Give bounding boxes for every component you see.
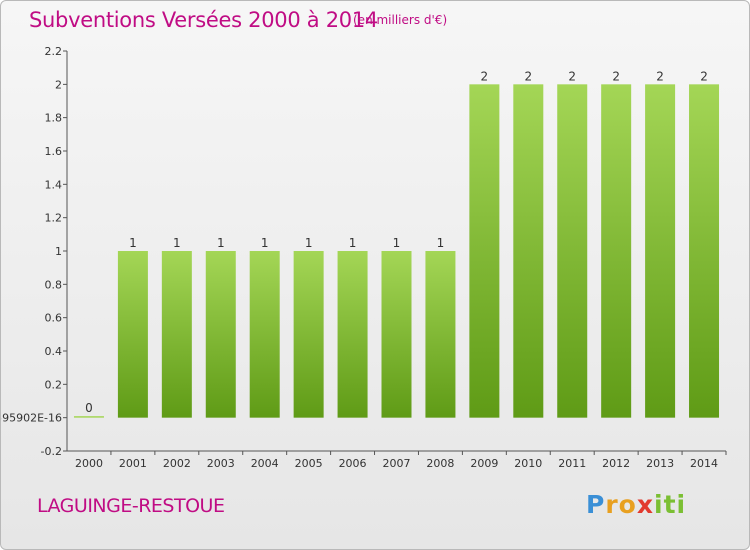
- value-label-2013: 2: [656, 69, 664, 83]
- y-tick-label: 0.4: [45, 345, 63, 358]
- x-tick-label: 2012: [602, 457, 630, 470]
- x-tick-label: 2013: [646, 457, 674, 470]
- bar-2003: [205, 251, 236, 418]
- commune-name: LAGUINGE-RESTOUE: [37, 495, 225, 517]
- value-label-2007: 1: [393, 236, 401, 250]
- x-tick-label: 2006: [339, 457, 367, 470]
- logo-letter: i: [654, 490, 664, 519]
- bar-2006: [337, 251, 368, 418]
- value-label-2001: 1: [129, 236, 137, 250]
- bar-2001: [117, 251, 148, 418]
- x-tick-label: 2008: [426, 457, 454, 470]
- x-tick-label: 2014: [690, 457, 718, 470]
- unit-label: (en milliers d'€): [353, 13, 448, 27]
- bar-2008: [425, 251, 456, 418]
- axes: -0.2 -1.5265566588595902E-16 0.2 0.4 0.6 0.8 1…: [1, 45, 727, 470]
- proxiti-logo: Proxiti: [586, 490, 686, 519]
- y-tick-label: 0.2: [45, 378, 63, 391]
- x-tick-label: 2007: [383, 457, 411, 470]
- chart-title: Subventions Versées 2000 à 2014: [29, 8, 378, 32]
- bar-2011: [557, 84, 588, 418]
- logo-letter: t: [663, 490, 677, 519]
- x-tick-label: 2004: [251, 457, 279, 470]
- x-tick-label: 2000: [75, 457, 103, 470]
- bar-2012: [601, 84, 632, 418]
- value-label-2010: 2: [524, 69, 532, 83]
- x-tick-label: 2005: [295, 457, 323, 470]
- y-tick-label: 0.8: [45, 278, 63, 291]
- logo-letter: r: [605, 490, 619, 519]
- value-label-2002: 1: [173, 236, 181, 250]
- y-tick-label: 1.6: [45, 145, 63, 158]
- value-label-2004: 1: [261, 236, 269, 250]
- logo-letter: i: [676, 490, 687, 519]
- bar-2010: [513, 84, 544, 418]
- value-label-2000: 0: [85, 401, 93, 415]
- y-tick-label: -1.5265566588595902E-16: [1, 412, 62, 425]
- x-tick-label: 2009: [470, 457, 498, 470]
- y-tick-label: 1.4: [45, 178, 63, 191]
- value-label-2012: 2: [612, 69, 620, 83]
- logo-letter: o: [618, 490, 637, 519]
- bar-2013: [645, 84, 676, 418]
- bars: [73, 84, 720, 418]
- y-tick-label: 2: [55, 78, 62, 91]
- value-label-2005: 1: [305, 236, 313, 250]
- y-tick-label: 1.8: [45, 112, 63, 125]
- bar-2004: [249, 251, 280, 418]
- value-label-2006: 1: [349, 236, 357, 250]
- x-tick-label: 2001: [119, 457, 147, 470]
- x-tick-label: 2010: [514, 457, 542, 470]
- x-tick-label: 2011: [558, 457, 586, 470]
- bar-2000: [73, 416, 104, 418]
- bar-2014: [689, 84, 720, 418]
- value-label-2003: 1: [217, 236, 225, 250]
- y-tick-label: 1.2: [45, 212, 63, 225]
- value-label-2009: 2: [481, 69, 489, 83]
- value-label-2011: 2: [568, 69, 576, 83]
- bar-2002: [161, 251, 192, 418]
- x-tick-label: 2002: [163, 457, 191, 470]
- y-tick-label: -0.2: [41, 445, 62, 458]
- bar-2007: [381, 251, 412, 418]
- y-tick-label: 1: [55, 245, 62, 258]
- y-tick-label: 2.2: [45, 45, 63, 58]
- y-tick-label: 0.6: [45, 312, 63, 325]
- logo-letter: P: [586, 490, 606, 519]
- logo-letter: x: [636, 490, 654, 519]
- bar-2005: [293, 251, 324, 418]
- x-tick-label: 2003: [207, 457, 235, 470]
- value-label-2014: 2: [700, 69, 708, 83]
- value-label-2008: 1: [437, 236, 445, 250]
- bar-2009: [469, 84, 500, 418]
- value-labels: 0 1 1 1 1 1 1 1 1 2 2 2 2 2 2: [85, 69, 708, 415]
